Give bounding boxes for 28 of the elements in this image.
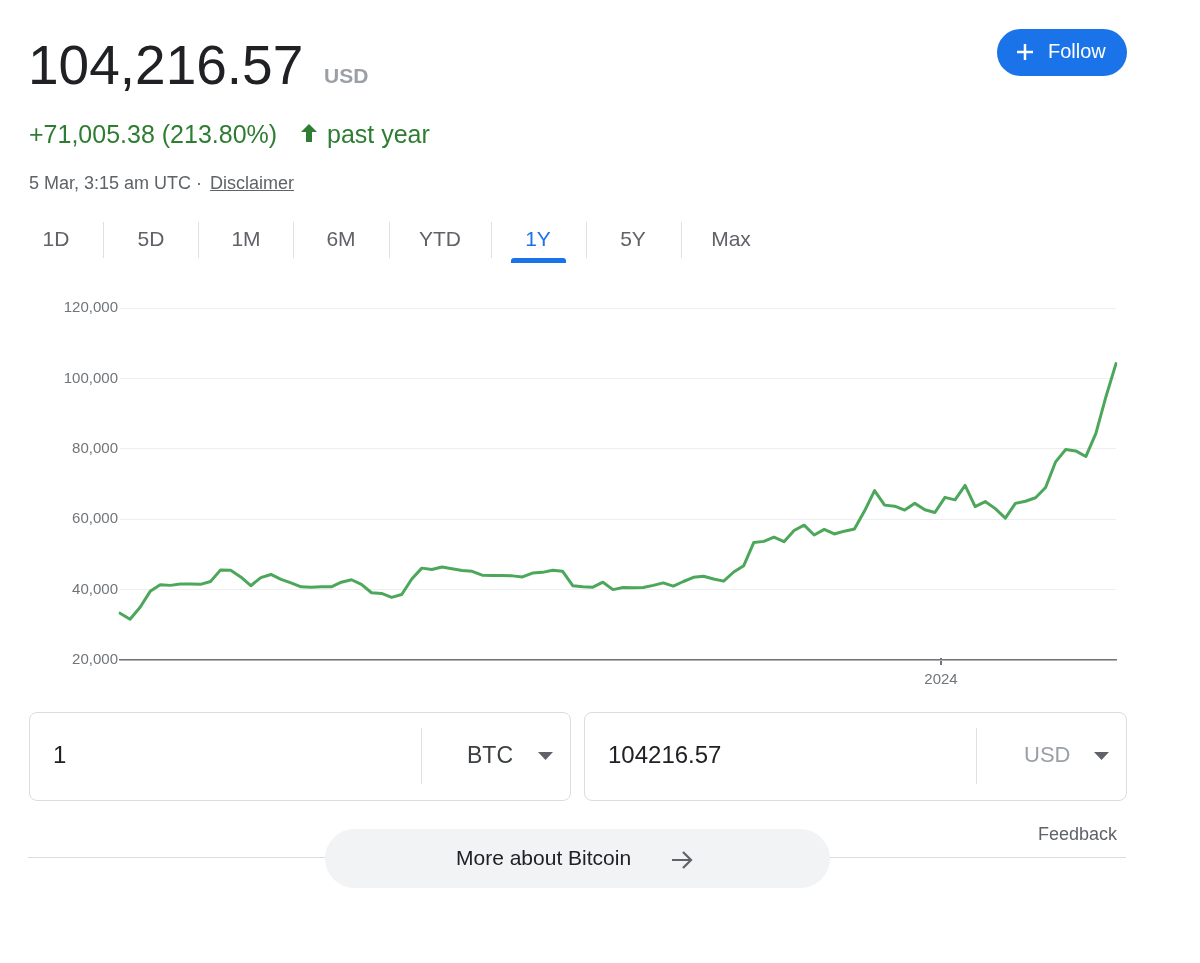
- text: Follow: [1048, 40, 1106, 63]
- text: 6M: [326, 227, 356, 251]
- y-tick-label: 80,000: [72, 438, 118, 456]
- text: Disclaimer: [210, 173, 295, 194]
- text: Max: [711, 227, 751, 251]
- text: USD: [324, 64, 369, 88]
- text: 1M: [231, 227, 261, 251]
- y-tick-label: 100,000: [63, 368, 118, 386]
- text: 5 Mar, 3:15 am UTC ·: [29, 173, 203, 194]
- text: Feedback: [1038, 824, 1118, 845]
- text: More about Bitcoin: [456, 846, 632, 870]
- chart-subtitle: +71,005.38 (213.80%): [29, 119, 278, 150]
- text: USD: [1024, 742, 1071, 768]
- text: 1D: [42, 227, 70, 251]
- chart-title: 104,216.57: [28, 33, 304, 98]
- text: 5Y: [620, 227, 646, 251]
- y-tick-label: 20,000: [72, 650, 118, 668]
- text: past year: [327, 119, 430, 150]
- y-tick-label: 40,000: [72, 579, 118, 597]
- y-tick-label: 120,000: [63, 298, 118, 316]
- text: 104216.57: [608, 741, 722, 769]
- text: YTD: [419, 227, 461, 251]
- text: 2024: [924, 670, 958, 687]
- y-tick-label: 60,000: [72, 509, 118, 527]
- text: 5D: [137, 227, 165, 251]
- text: 1Y: [525, 227, 551, 251]
- text: 1: [53, 741, 67, 769]
- text: BTC: [467, 742, 513, 769]
